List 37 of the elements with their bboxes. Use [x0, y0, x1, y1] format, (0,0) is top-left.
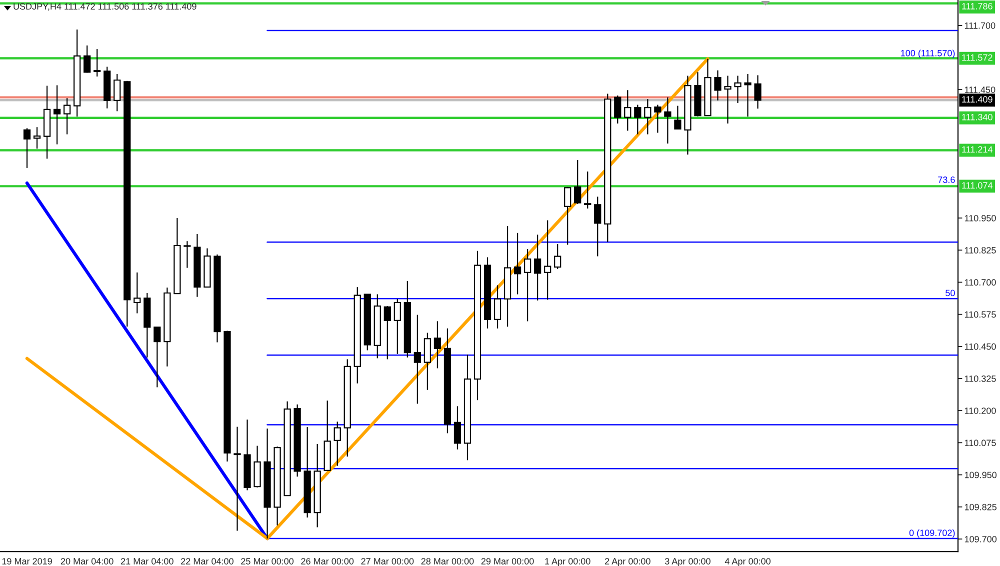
annotation: 100 (111.570): [901, 50, 955, 58]
chart-title: USDJPY,H4 111.472 111.506 111.376 111.409: [14, 3, 196, 11]
ref-line-label: 111.786: [962, 3, 992, 10]
series-label: 50: [946, 290, 955, 296]
x-tick-label: 19 Mar 2019: [2, 558, 52, 564]
y-tick-label: 109.950: [964, 472, 997, 478]
x-tick-label: 27 Mar 00:00: [361, 558, 414, 564]
x-tick-label: 1 Apr 00:00: [545, 558, 590, 566]
y-tick-label: 110.950: [964, 214, 996, 222]
x-tick-label: 2 Apr 00:00: [605, 558, 650, 566]
y-tick-label: 110.825: [964, 247, 996, 254]
x-tick-label: 29 Mar 00:00: [481, 558, 534, 564]
y-tick-label: 110.200: [964, 408, 996, 414]
ref-line-label: 111.074: [962, 182, 993, 189]
annotation: 73.6: [938, 176, 955, 183]
x-tick-label: 28 Mar 00:00: [421, 558, 474, 564]
x-tick-label: 4 Apr 00:00: [724, 558, 771, 566]
y-tick-label: 109.825: [964, 504, 997, 510]
x-tick-label: 20 Mar 04:00: [60, 558, 114, 564]
y-tick-label: 110.700: [964, 279, 996, 286]
series-label: 0 (109.702): [909, 529, 955, 538]
ref-line-label: 111.409: [962, 96, 992, 103]
y-tick-label: 110.575: [964, 311, 996, 318]
x-tick-label: 22 Mar 04:00: [181, 558, 234, 564]
ref-line-label: 111.340: [962, 114, 992, 120]
x-tick-label: 25 Mar 00:00: [241, 558, 294, 564]
x-tick-label: 3 Apr 00:00: [664, 558, 710, 566]
x-tick-label: 26 Mar 00:00: [301, 558, 354, 564]
x-tick-label: 21 Mar 04:00: [121, 558, 174, 564]
y-tick-label: 111.700: [964, 22, 996, 29]
y-tick-label: 110.450: [964, 343, 996, 350]
y-tick-label: 109.700: [964, 536, 997, 542]
y-tick-label: 110.075: [964, 440, 996, 446]
ref-line-label: 111.572: [962, 54, 992, 61]
ref-line-label: 111.214: [962, 146, 993, 153]
y-tick-label: 111.450: [964, 86, 996, 93]
y-tick-label: 110.325: [964, 375, 996, 382]
